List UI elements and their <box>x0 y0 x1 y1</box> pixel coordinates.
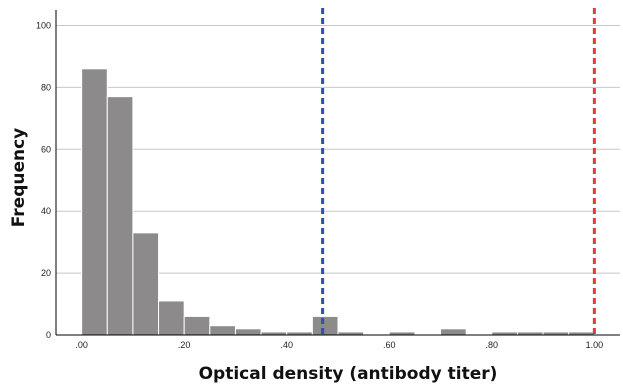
gridlines <box>56 24 620 274</box>
y-axis-title: Frequency <box>9 128 29 228</box>
histogram-bar-14 <box>440 328 467 336</box>
histogram-bar-3 <box>158 300 185 336</box>
histogram-bar-0 <box>81 68 108 336</box>
y-tick-label-80: 80 <box>41 82 51 92</box>
y-tick-label-0: 0 <box>46 330 51 340</box>
x-tick-label-4: .80 <box>486 340 499 350</box>
x-axis-title: Optical density (antibody titer) <box>199 364 498 384</box>
histogram-bar-2 <box>132 232 160 336</box>
x-tick-labels: .00 .20 .40 .60 .80 1.00 <box>75 340 603 350</box>
x-tick-label-5: 1.00 <box>586 340 604 350</box>
histogram-bar-9 <box>311 315 339 336</box>
y-tick-label-100: 100 <box>36 20 51 30</box>
reference-lines <box>321 8 596 335</box>
histogram-bar-4 <box>183 315 211 336</box>
y-tick-label-60: 60 <box>41 144 51 154</box>
histogram-bar-6 <box>234 328 262 336</box>
y-tick-label-20: 20 <box>41 268 51 278</box>
histogram-bars <box>81 68 595 336</box>
x-tick-label-1: .20 <box>178 340 191 350</box>
y-tick-label-40: 40 <box>41 206 51 216</box>
x-tick-label-0: .00 <box>75 340 88 350</box>
y-tick-labels: 0 20 40 60 80 100 <box>36 20 51 340</box>
histogram-bar-5 <box>209 325 236 336</box>
x-tick-label-2: .40 <box>280 340 293 350</box>
x-tick-label-3: .60 <box>383 340 396 350</box>
histogram-bar-1 <box>106 96 134 336</box>
